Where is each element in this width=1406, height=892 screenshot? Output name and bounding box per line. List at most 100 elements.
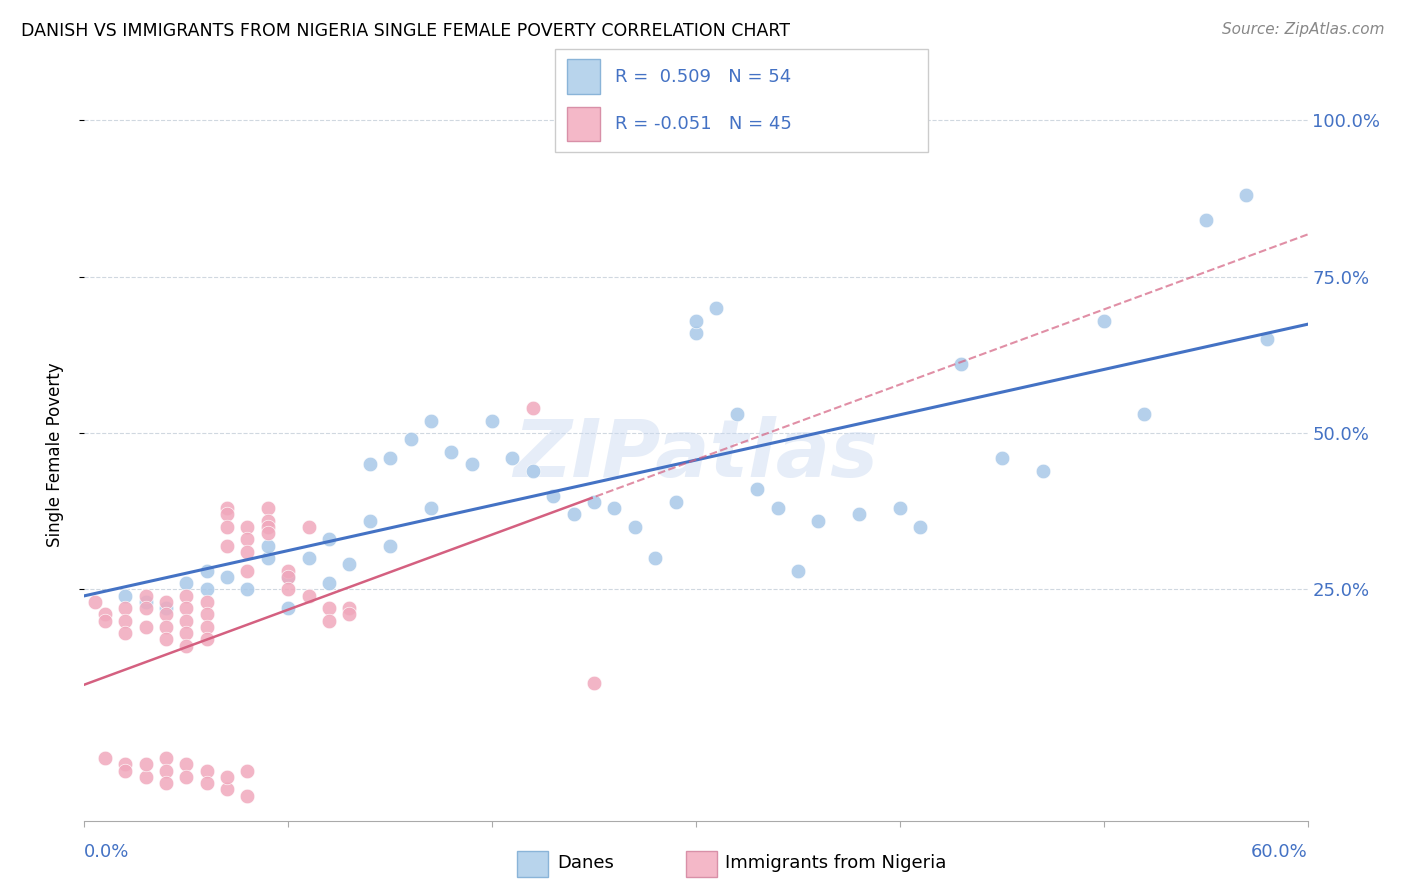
Point bbox=[155, 764, 177, 778]
Point bbox=[174, 589, 197, 603]
Point bbox=[217, 508, 239, 522]
Point bbox=[543, 489, 565, 503]
Point bbox=[277, 564, 299, 578]
Point bbox=[277, 570, 299, 584]
Point bbox=[195, 564, 218, 578]
Point bbox=[195, 607, 218, 622]
Point bbox=[174, 770, 197, 784]
Point bbox=[747, 483, 769, 497]
Point bbox=[155, 595, 177, 609]
Point bbox=[114, 764, 136, 778]
Point bbox=[135, 757, 157, 772]
Point bbox=[93, 751, 115, 765]
Y-axis label: Single Female Poverty: Single Female Poverty bbox=[45, 363, 63, 547]
Point bbox=[217, 520, 239, 534]
Text: DANISH VS IMMIGRANTS FROM NIGERIA SINGLE FEMALE POVERTY CORRELATION CHART: DANISH VS IMMIGRANTS FROM NIGERIA SINGLE… bbox=[21, 22, 790, 40]
Point bbox=[481, 413, 503, 427]
Point bbox=[807, 514, 830, 528]
Point bbox=[461, 458, 484, 472]
Point bbox=[277, 582, 299, 597]
Point bbox=[174, 639, 197, 653]
Point bbox=[522, 464, 544, 478]
Point bbox=[950, 357, 973, 371]
Point bbox=[114, 757, 136, 772]
Point bbox=[1236, 188, 1258, 202]
Point bbox=[155, 607, 177, 622]
Point bbox=[155, 776, 177, 790]
Point bbox=[1092, 313, 1115, 327]
Point bbox=[787, 564, 810, 578]
Point bbox=[195, 595, 218, 609]
Point bbox=[155, 620, 177, 634]
Point bbox=[135, 595, 157, 609]
Point bbox=[195, 582, 218, 597]
Point bbox=[339, 607, 361, 622]
Point bbox=[1256, 332, 1278, 346]
Text: 0.0%: 0.0% bbox=[84, 843, 129, 861]
Text: 60.0%: 60.0% bbox=[1251, 843, 1308, 861]
Point bbox=[991, 451, 1014, 466]
Point bbox=[399, 432, 422, 446]
Point bbox=[155, 632, 177, 647]
FancyBboxPatch shape bbox=[567, 59, 600, 95]
Point bbox=[236, 533, 259, 547]
Point bbox=[195, 632, 218, 647]
Text: Danes: Danes bbox=[557, 854, 613, 872]
Point bbox=[236, 564, 259, 578]
Point bbox=[1133, 407, 1156, 421]
Point bbox=[257, 501, 280, 516]
Point bbox=[318, 533, 340, 547]
Point bbox=[583, 495, 606, 509]
Point bbox=[217, 782, 239, 797]
Point bbox=[114, 626, 136, 640]
Point bbox=[889, 501, 911, 516]
Point bbox=[848, 508, 870, 522]
Point bbox=[217, 770, 239, 784]
Point bbox=[195, 776, 218, 790]
Point bbox=[217, 539, 239, 553]
Point bbox=[665, 495, 688, 509]
Text: R = -0.051   N = 45: R = -0.051 N = 45 bbox=[614, 115, 792, 133]
Point bbox=[583, 676, 606, 690]
Point bbox=[298, 589, 321, 603]
Point bbox=[257, 520, 280, 534]
Text: ZIPatlas: ZIPatlas bbox=[513, 416, 879, 494]
FancyBboxPatch shape bbox=[517, 851, 548, 877]
Point bbox=[135, 589, 157, 603]
Point bbox=[910, 520, 932, 534]
Point bbox=[339, 601, 361, 615]
Point bbox=[114, 614, 136, 628]
Point bbox=[174, 601, 197, 615]
Point bbox=[440, 444, 463, 458]
Point bbox=[685, 326, 707, 340]
Point bbox=[135, 770, 157, 784]
Point bbox=[766, 501, 789, 516]
Text: Source: ZipAtlas.com: Source: ZipAtlas.com bbox=[1222, 22, 1385, 37]
Point bbox=[257, 539, 280, 553]
Point bbox=[236, 520, 259, 534]
Point bbox=[257, 526, 280, 541]
Point bbox=[624, 520, 647, 534]
Point bbox=[318, 576, 340, 591]
Point bbox=[217, 501, 239, 516]
Point bbox=[725, 407, 748, 421]
Point bbox=[339, 558, 361, 572]
FancyBboxPatch shape bbox=[555, 49, 928, 152]
Point bbox=[298, 551, 321, 566]
Point bbox=[114, 589, 136, 603]
Point bbox=[277, 601, 299, 615]
Point bbox=[114, 601, 136, 615]
Point bbox=[603, 501, 626, 516]
Point bbox=[420, 413, 443, 427]
Point bbox=[380, 539, 402, 553]
Point bbox=[236, 764, 259, 778]
Point bbox=[359, 514, 381, 528]
Point bbox=[174, 757, 197, 772]
Point bbox=[236, 582, 259, 597]
Point bbox=[318, 614, 340, 628]
Point bbox=[562, 508, 585, 522]
Point bbox=[257, 514, 280, 528]
Point bbox=[195, 620, 218, 634]
Point bbox=[174, 576, 197, 591]
Text: R =  0.509   N = 54: R = 0.509 N = 54 bbox=[614, 68, 792, 86]
